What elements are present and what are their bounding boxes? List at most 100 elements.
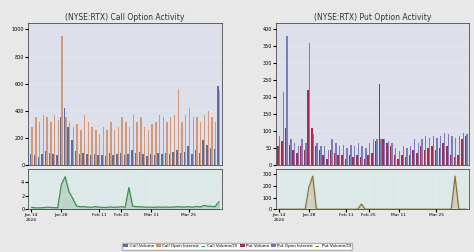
Bar: [140, 117, 142, 165]
Bar: [429, 138, 430, 165]
Bar: [69, 121, 70, 165]
Bar: [151, 124, 153, 165]
Bar: [84, 115, 85, 165]
Bar: [34, 155, 35, 165]
Bar: [154, 155, 155, 165]
Bar: [50, 121, 52, 165]
Bar: [211, 117, 213, 165]
Bar: [98, 155, 99, 165]
Bar: [137, 121, 138, 165]
Bar: [367, 155, 369, 165]
Bar: [353, 158, 354, 165]
Bar: [390, 146, 392, 165]
Bar: [384, 140, 385, 165]
Bar: [41, 154, 43, 165]
Bar: [450, 155, 451, 165]
Bar: [319, 150, 320, 165]
Bar: [313, 134, 314, 165]
Bar: [457, 155, 459, 165]
Bar: [103, 127, 104, 165]
Bar: [161, 154, 163, 165]
Bar: [433, 136, 434, 165]
Bar: [146, 156, 147, 165]
Legend: Call Volume, Call Open Interest, Call Volume/OI, Put Volume, Put Open Interest, : Call Volume, Call Open Interest, Call Vo…: [122, 243, 352, 250]
Bar: [337, 155, 339, 165]
Bar: [35, 117, 36, 165]
Bar: [331, 140, 333, 165]
Bar: [75, 151, 76, 165]
Bar: [414, 140, 415, 165]
Bar: [334, 153, 335, 165]
Bar: [176, 150, 178, 165]
Bar: [335, 143, 337, 165]
Bar: [180, 153, 182, 165]
Bar: [45, 151, 46, 165]
Bar: [121, 117, 123, 165]
Bar: [300, 146, 301, 165]
Bar: [459, 136, 460, 165]
Bar: [345, 159, 346, 165]
Bar: [416, 153, 418, 165]
Bar: [383, 140, 384, 165]
Bar: [343, 145, 344, 165]
Bar: [95, 130, 97, 165]
Bar: [178, 89, 179, 165]
Bar: [79, 154, 80, 165]
Bar: [166, 121, 168, 165]
Bar: [341, 155, 343, 165]
Bar: [294, 143, 295, 165]
Bar: [49, 153, 50, 165]
Bar: [91, 127, 93, 165]
Bar: [395, 148, 396, 165]
Bar: [418, 143, 419, 165]
Bar: [316, 143, 318, 165]
Bar: [412, 150, 414, 165]
Bar: [202, 140, 204, 165]
Bar: [379, 84, 380, 165]
Bar: [196, 117, 198, 165]
Bar: [425, 136, 427, 165]
Bar: [155, 121, 156, 165]
Bar: [43, 115, 44, 165]
Bar: [421, 140, 423, 165]
Bar: [120, 153, 121, 165]
Bar: [46, 117, 48, 165]
Bar: [101, 155, 103, 165]
Bar: [369, 143, 370, 165]
Bar: [73, 127, 74, 165]
Bar: [380, 140, 382, 165]
Bar: [349, 155, 350, 165]
Bar: [301, 140, 303, 165]
Bar: [60, 117, 62, 165]
Bar: [157, 153, 159, 165]
Bar: [219, 90, 220, 165]
Bar: [208, 111, 209, 165]
Bar: [192, 117, 194, 165]
Bar: [165, 153, 166, 165]
Bar: [210, 148, 211, 165]
Bar: [199, 153, 200, 165]
Bar: [169, 154, 170, 165]
Bar: [436, 138, 438, 165]
Bar: [112, 155, 114, 165]
Bar: [286, 36, 288, 165]
Bar: [30, 154, 31, 165]
Bar: [438, 148, 440, 165]
Bar: [371, 153, 373, 165]
Bar: [131, 150, 133, 165]
Bar: [402, 146, 404, 165]
Bar: [401, 155, 402, 165]
Bar: [142, 154, 144, 165]
Bar: [133, 115, 134, 165]
Bar: [135, 153, 137, 165]
Bar: [94, 154, 95, 165]
Bar: [346, 148, 348, 165]
Bar: [289, 145, 290, 165]
Bar: [357, 143, 359, 165]
Bar: [466, 134, 468, 165]
Bar: [144, 127, 145, 165]
Bar: [406, 148, 408, 165]
Bar: [431, 146, 433, 165]
Bar: [147, 130, 149, 165]
Bar: [442, 143, 444, 165]
